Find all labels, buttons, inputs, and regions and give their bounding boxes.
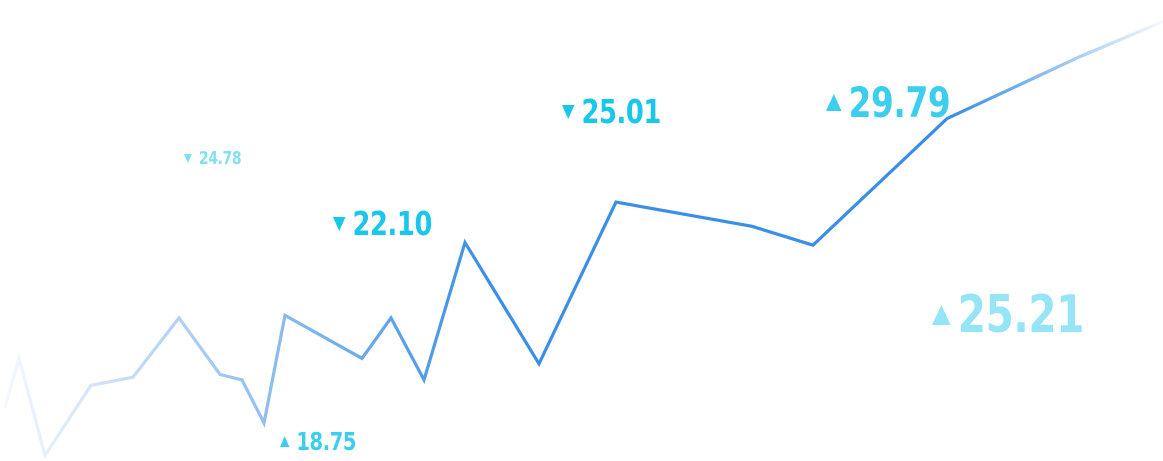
series-line [3, 20, 1163, 460]
annotation-value: 18.75 [296, 427, 357, 456]
triangle-up-icon [826, 94, 842, 111]
annotation-label: 24.78 [184, 148, 242, 169]
triangle-down-icon [333, 216, 346, 231]
annotation-label: 18.75 [280, 427, 356, 456]
annotation-value: 25.01 [581, 92, 662, 131]
triangle-down-icon [184, 154, 192, 163]
triangle-up-icon [280, 436, 290, 447]
annotation-label: 29.79 [826, 78, 951, 127]
annotation-value: 29.79 [848, 78, 951, 127]
annotation-label: 25.01 [562, 92, 661, 131]
annotation-value: 22.10 [352, 204, 433, 243]
triangle-down-icon [562, 104, 575, 119]
annotation-label: 22.10 [333, 204, 432, 243]
annotation-value: 25.21 [957, 285, 1085, 345]
triangle-up-icon [932, 305, 951, 325]
annotation-label: 25.21 [932, 285, 1084, 345]
annotation-value: 24.78 [198, 148, 242, 169]
series-line-group [3, 20, 1163, 460]
